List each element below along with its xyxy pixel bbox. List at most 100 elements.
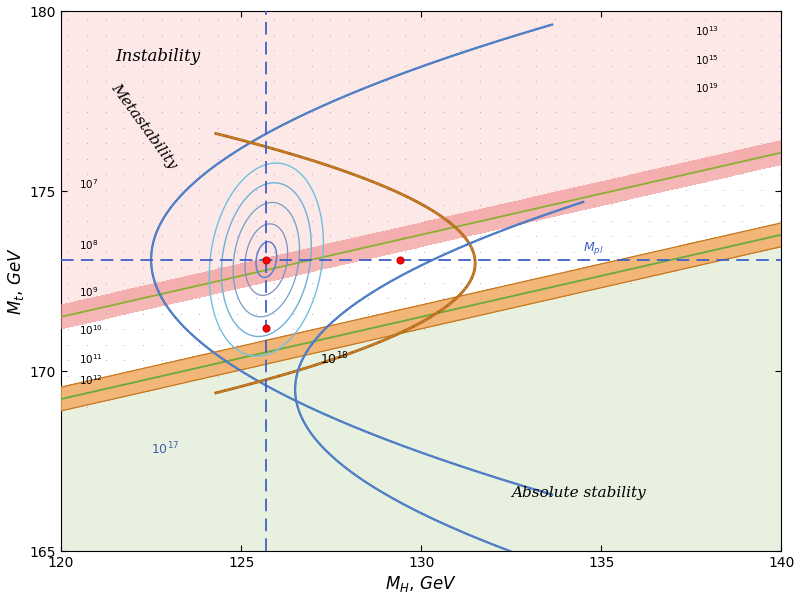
Point xyxy=(680,262,693,272)
Point xyxy=(286,247,299,256)
Point xyxy=(455,61,468,71)
Point xyxy=(306,340,318,349)
Point xyxy=(493,278,506,287)
Point xyxy=(380,30,393,40)
Point xyxy=(774,14,786,24)
Point xyxy=(642,216,655,226)
Point xyxy=(118,123,131,133)
Point xyxy=(399,169,412,179)
Point xyxy=(155,77,168,86)
Point xyxy=(324,46,337,55)
Point xyxy=(62,371,74,380)
Point xyxy=(399,278,412,287)
Point xyxy=(230,309,243,319)
Point xyxy=(774,216,786,226)
Point xyxy=(380,200,393,210)
Point xyxy=(362,77,374,86)
Point xyxy=(230,169,243,179)
Point xyxy=(62,386,74,396)
Point xyxy=(549,30,562,40)
Point xyxy=(436,169,449,179)
Point xyxy=(155,278,168,287)
Point xyxy=(605,46,618,55)
Point xyxy=(99,92,112,101)
Point xyxy=(174,200,187,210)
Point xyxy=(530,232,542,241)
Point xyxy=(137,169,150,179)
Point xyxy=(155,107,168,117)
Point xyxy=(567,77,580,86)
Point xyxy=(342,340,355,349)
Point xyxy=(174,185,187,194)
Point xyxy=(306,30,318,40)
Point xyxy=(193,200,206,210)
Point xyxy=(212,30,225,40)
Point xyxy=(530,61,542,71)
Point xyxy=(642,185,655,194)
Point xyxy=(586,92,599,101)
Point xyxy=(399,325,412,334)
Point xyxy=(230,200,243,210)
Point xyxy=(118,30,131,40)
Point xyxy=(436,30,449,40)
Point xyxy=(698,14,711,24)
Point xyxy=(530,14,542,24)
Point xyxy=(342,325,355,334)
Point xyxy=(474,200,486,210)
Point xyxy=(249,107,262,117)
Point xyxy=(418,200,430,210)
Point xyxy=(81,293,94,303)
Point xyxy=(193,185,206,194)
Point xyxy=(306,325,318,334)
Point xyxy=(774,46,786,55)
Point xyxy=(286,185,299,194)
Point xyxy=(418,77,430,86)
Point xyxy=(362,30,374,40)
Point xyxy=(155,169,168,179)
Point xyxy=(474,14,486,24)
Point xyxy=(586,154,599,164)
Point xyxy=(362,169,374,179)
Point xyxy=(174,293,187,303)
Point xyxy=(474,169,486,179)
Point xyxy=(418,154,430,164)
Point xyxy=(736,154,749,164)
Point xyxy=(511,14,524,24)
Point xyxy=(605,154,618,164)
Point xyxy=(99,185,112,194)
Point xyxy=(680,232,693,241)
Point xyxy=(362,293,374,303)
Point xyxy=(99,169,112,179)
Point xyxy=(81,185,94,194)
Point xyxy=(268,107,281,117)
Point xyxy=(455,77,468,86)
Point xyxy=(586,216,599,226)
Point xyxy=(736,77,749,86)
Point xyxy=(436,46,449,55)
Point xyxy=(661,107,674,117)
Point xyxy=(698,247,711,256)
Point xyxy=(81,107,94,117)
Point xyxy=(174,61,187,71)
Point xyxy=(698,107,711,117)
Point xyxy=(754,216,767,226)
Point xyxy=(642,30,655,40)
Point xyxy=(249,169,262,179)
Point xyxy=(399,309,412,319)
Point xyxy=(230,77,243,86)
Point xyxy=(567,262,580,272)
Point xyxy=(754,169,767,179)
Point xyxy=(362,325,374,334)
Point xyxy=(118,309,131,319)
Point xyxy=(306,123,318,133)
Point xyxy=(624,262,637,272)
Point xyxy=(81,169,94,179)
Point xyxy=(230,46,243,55)
Point xyxy=(268,30,281,40)
Point xyxy=(736,247,749,256)
Point xyxy=(549,232,562,241)
Point xyxy=(230,154,243,164)
Point xyxy=(567,123,580,133)
Point xyxy=(118,262,131,272)
Point xyxy=(81,61,94,71)
